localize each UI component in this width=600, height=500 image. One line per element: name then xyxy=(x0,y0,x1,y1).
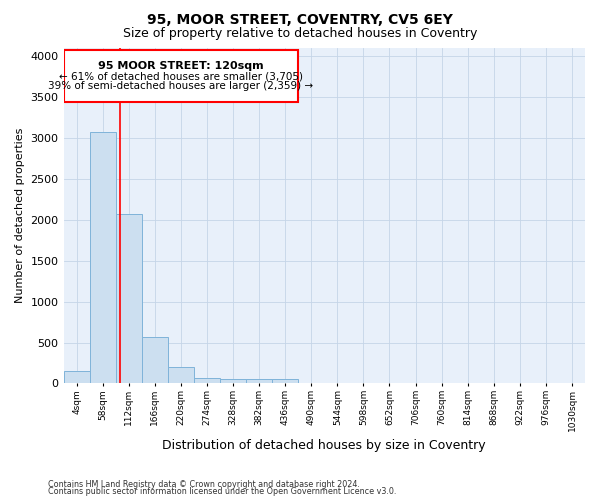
Text: Contains public sector information licensed under the Open Government Licence v3: Contains public sector information licen… xyxy=(48,488,397,496)
Text: Contains HM Land Registry data © Crown copyright and database right 2024.: Contains HM Land Registry data © Crown c… xyxy=(48,480,360,489)
Bar xyxy=(272,380,298,384)
Text: 95 MOOR STREET: 120sqm: 95 MOOR STREET: 120sqm xyxy=(98,62,263,72)
Bar xyxy=(194,378,220,384)
Bar xyxy=(246,380,272,384)
Text: Size of property relative to detached houses in Coventry: Size of property relative to detached ho… xyxy=(123,28,477,40)
FancyBboxPatch shape xyxy=(64,50,298,102)
Text: 39% of semi-detached houses are larger (2,359) →: 39% of semi-detached houses are larger (… xyxy=(49,81,313,91)
Bar xyxy=(89,132,116,384)
Bar xyxy=(64,371,89,384)
X-axis label: Distribution of detached houses by size in Coventry: Distribution of detached houses by size … xyxy=(163,440,486,452)
Bar xyxy=(220,379,246,384)
Y-axis label: Number of detached properties: Number of detached properties xyxy=(15,128,25,303)
Text: 95, MOOR STREET, COVENTRY, CV5 6EY: 95, MOOR STREET, COVENTRY, CV5 6EY xyxy=(147,12,453,26)
Bar xyxy=(168,367,194,384)
Text: ← 61% of detached houses are smaller (3,705): ← 61% of detached houses are smaller (3,… xyxy=(59,71,303,81)
Bar xyxy=(116,214,142,384)
Bar xyxy=(142,337,168,384)
